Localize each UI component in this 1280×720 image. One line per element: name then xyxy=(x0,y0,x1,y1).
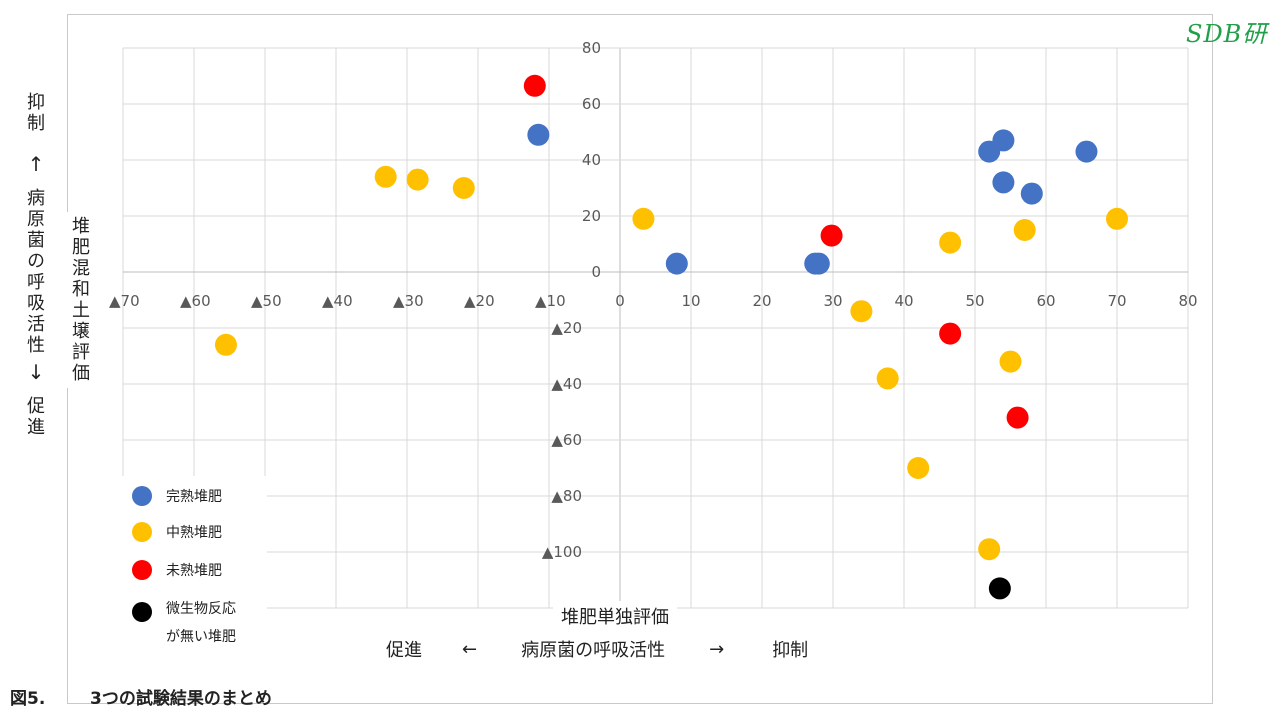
x-side-arrow-left: ← xyxy=(462,638,478,660)
y-side-arrow-up: ↑ xyxy=(27,152,45,176)
x-side-label: 促進 ← 病原菌の呼吸活性 → 抑制 xyxy=(372,634,868,664)
legend-label: 完熟堆肥 xyxy=(166,489,222,505)
x-tick-label: ▲70 xyxy=(109,292,140,310)
brand-logo: SDB研 xyxy=(1186,20,1268,48)
data-point-series-0 xyxy=(992,129,1015,152)
y-tick-label: 20 xyxy=(582,207,601,225)
y-side-bottom: 促進 xyxy=(22,396,46,438)
data-point-series-2 xyxy=(820,224,843,247)
legend-item-mijuku: 未熟堆肥 xyxy=(132,560,222,582)
x-tick-label: ▲10 xyxy=(535,292,566,310)
x-tick-label: ▲30 xyxy=(393,292,424,310)
data-point-series-0 xyxy=(807,252,830,275)
legend-marker xyxy=(132,486,152,506)
figure-title: 3つの試験結果のまとめ xyxy=(90,689,272,709)
x-tick-label: ▲40 xyxy=(322,292,353,310)
x-tick-label: ▲50 xyxy=(251,292,282,310)
x-tick-label: 60 xyxy=(1036,292,1055,310)
data-point-series-3 xyxy=(988,577,1011,600)
y-tick-label: ▲60 xyxy=(551,431,582,449)
y-tick-label: 80 xyxy=(582,39,601,57)
x-tick-label: 20 xyxy=(752,292,771,310)
data-point-series-0 xyxy=(1020,182,1043,205)
data-point-series-1 xyxy=(999,350,1022,373)
legend-item-no-reaction: 微生物反応 が無い堆肥 xyxy=(132,598,236,648)
y-tick-label: ▲100 xyxy=(542,543,582,561)
y-tick-label: ▲40 xyxy=(551,375,582,393)
data-point-series-0 xyxy=(1075,140,1098,163)
figure-caption: 図5. 3つの試験結果のまとめ xyxy=(10,684,272,709)
legend-label-line2: が無い堆肥 xyxy=(166,629,236,645)
y-tick-label: ▲80 xyxy=(551,487,582,505)
x-tick-label: 0 xyxy=(615,292,625,310)
legend-marker xyxy=(132,522,152,542)
data-point-series-1 xyxy=(1106,207,1128,230)
x-axis-title: 堆肥単独評価 xyxy=(553,601,677,631)
y-side-top: 抑制 xyxy=(22,92,46,134)
figure-number: 図5. xyxy=(10,689,46,709)
x-side-right: 抑制 xyxy=(772,640,809,661)
x-tick-label: ▲20 xyxy=(464,292,495,310)
legend-label-line1: 微生物反応 xyxy=(166,601,236,617)
data-point-series-2 xyxy=(939,322,962,345)
y-side-middle: 病原菌の呼吸活性 xyxy=(22,188,46,356)
x-tick-label: ▲60 xyxy=(180,292,211,310)
legend-item-kanjuku: 完熟堆肥 xyxy=(132,486,222,508)
x-tick-label: 70 xyxy=(1107,292,1126,310)
data-point-series-1 xyxy=(907,457,930,479)
x-tick-label: 80 xyxy=(1178,292,1197,310)
data-point-series-1 xyxy=(876,367,899,390)
y-tick-label: 0 xyxy=(591,263,601,281)
data-point-series-1 xyxy=(850,300,873,323)
legend-marker xyxy=(132,560,152,580)
data-point-series-2 xyxy=(523,74,546,97)
data-point-series-1 xyxy=(978,538,1001,561)
legend-marker xyxy=(132,602,152,622)
x-tick-label: 30 xyxy=(823,292,842,310)
legend-label: 中熟堆肥 xyxy=(166,525,222,541)
data-point-series-1 xyxy=(632,207,655,230)
data-point-series-1 xyxy=(939,231,962,254)
data-point-series-1 xyxy=(214,333,237,356)
y-tick-label: ▲20 xyxy=(551,319,582,337)
data-point-series-1 xyxy=(374,165,397,188)
data-point-series-0 xyxy=(527,123,550,146)
y-axis-title: 堆肥混和土壌評価 xyxy=(63,212,91,388)
data-point-series-1 xyxy=(406,168,429,191)
data-point-series-0 xyxy=(992,171,1015,194)
legend-label: 未熟堆肥 xyxy=(166,563,222,579)
x-tick-label: 50 xyxy=(965,292,984,310)
y-side-label: 抑制 ↑ 病原菌の呼吸活性 ↓ 促進 xyxy=(22,92,50,438)
x-tick-label: 40 xyxy=(894,292,913,310)
legend-item-chujuku: 中熟堆肥 xyxy=(132,522,222,544)
y-tick-label: 40 xyxy=(582,151,601,169)
data-point-series-1 xyxy=(452,177,475,199)
x-tick-label: 10 xyxy=(681,292,700,310)
x-side-arrow-right: → xyxy=(709,638,725,660)
legend: 完熟堆肥 中熟堆肥 未熟堆肥 微生物反応 が無い堆肥 xyxy=(122,476,267,661)
x-side-middle: 病原菌の呼吸活性 xyxy=(521,640,666,661)
data-point-series-1 xyxy=(1013,219,1036,241)
data-point-series-0 xyxy=(665,252,688,275)
x-side-left: 促進 xyxy=(386,640,422,661)
data-point-series-2 xyxy=(1006,406,1029,429)
y-tick-label: 60 xyxy=(582,95,601,113)
y-side-arrow-down: ↓ xyxy=(27,360,45,384)
